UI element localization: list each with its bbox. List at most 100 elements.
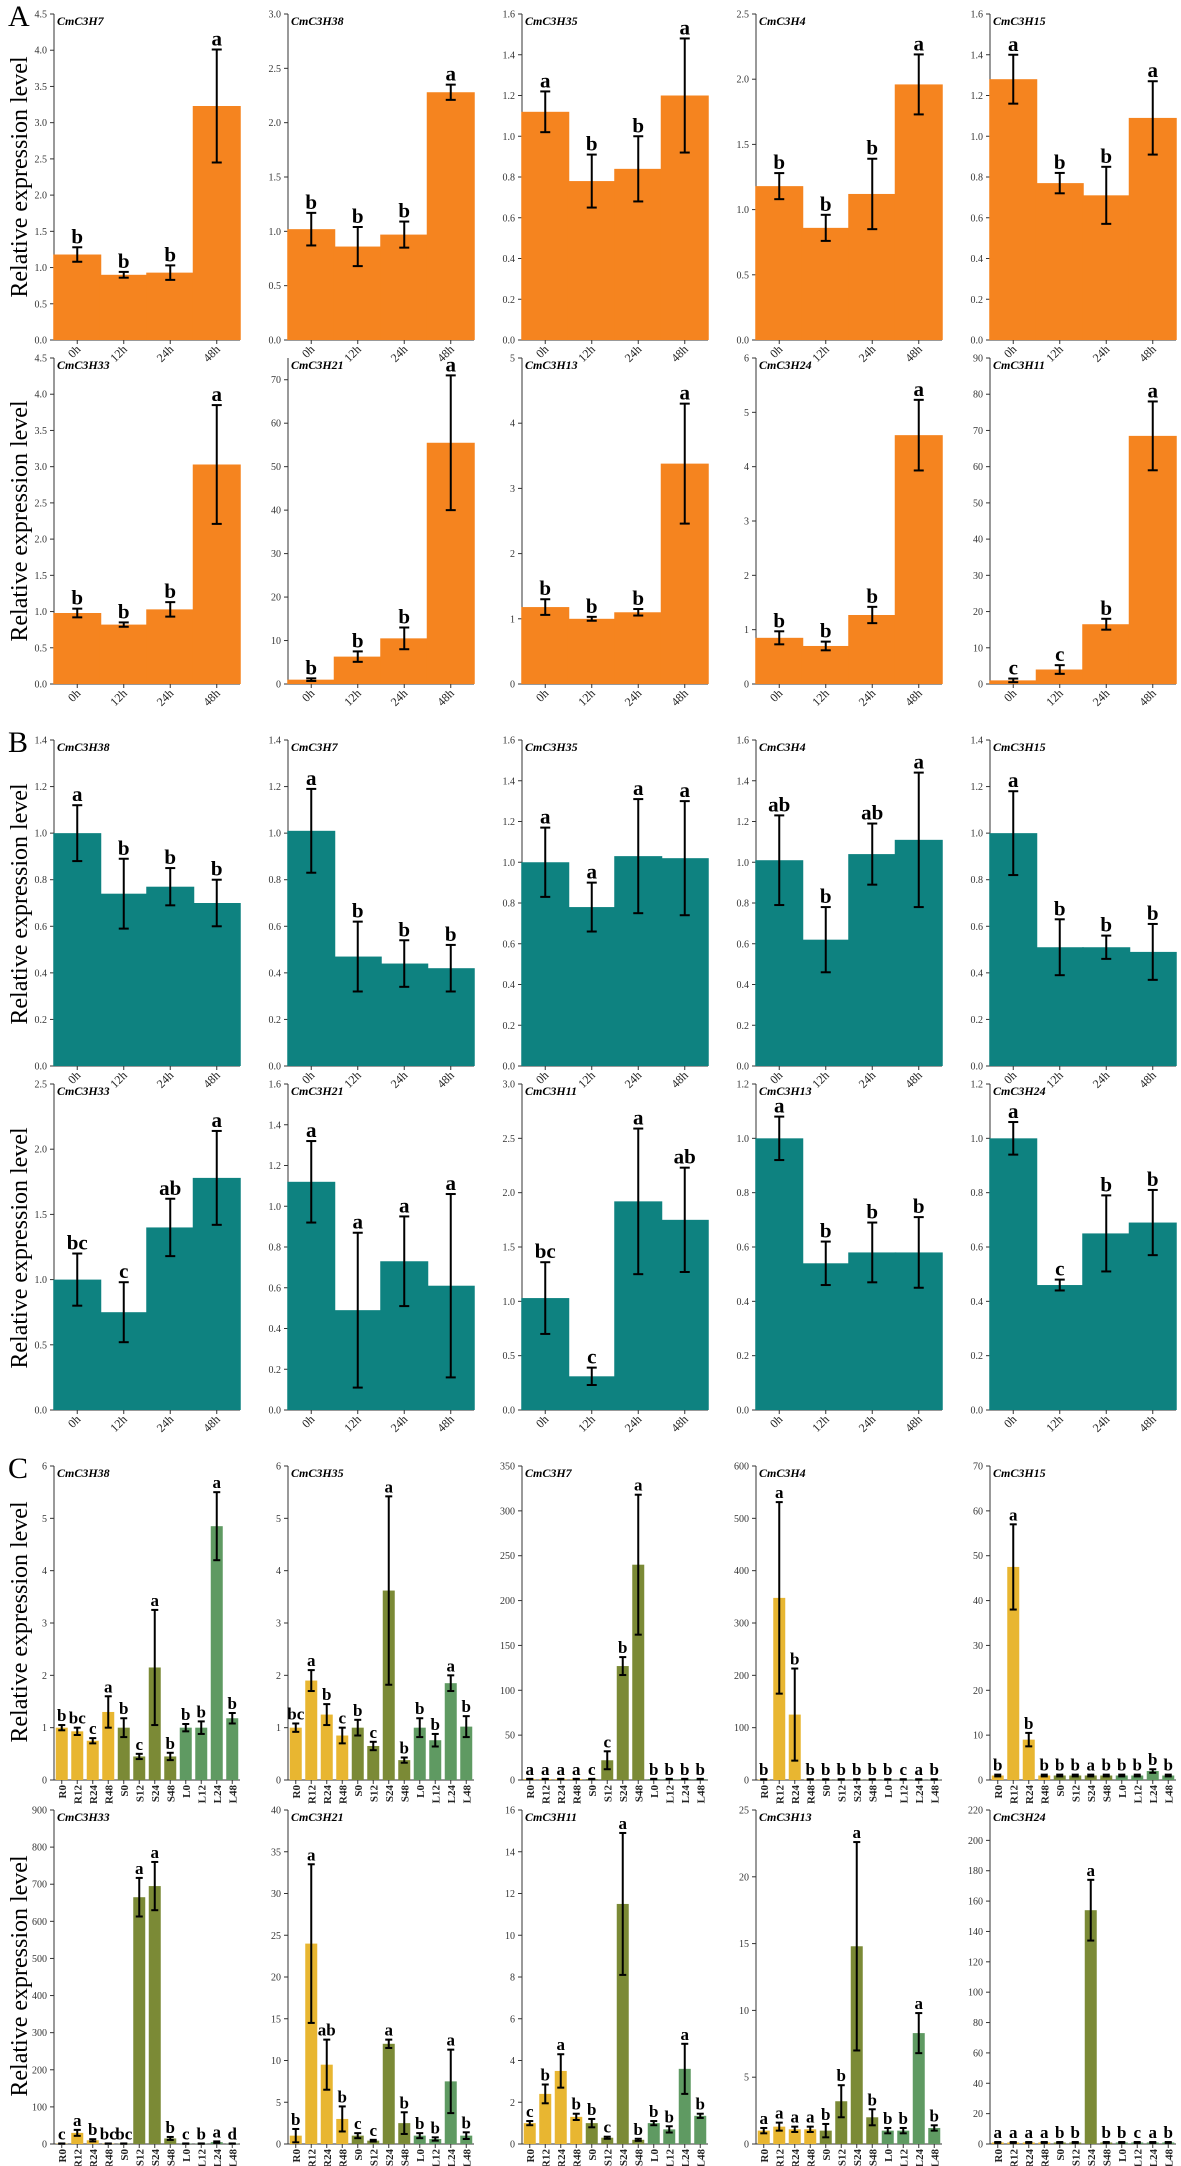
significance-letter: b — [119, 1699, 128, 1718]
significance-letter: b — [868, 2090, 877, 2109]
y-tick-label: 80 — [973, 2018, 983, 2029]
significance-letter: a — [447, 1656, 456, 1675]
y-tick-label: 3.0 — [269, 10, 282, 21]
x-tick-label: L24 — [680, 1785, 692, 1804]
x-tick-label: L12 — [196, 2149, 208, 2166]
y-tick-label: 0.8 — [503, 173, 516, 184]
y-tick-label: 0 — [510, 2140, 515, 2151]
significance-letter: b — [71, 224, 83, 248]
significance-letter: a — [399, 1193, 410, 1217]
chart-A-CmC3H21: 0 10 20 30 40 50 60 70 CmC3H21 b 0h b 12h b 24h a 48h — [271, 352, 475, 709]
bar — [320, 1714, 333, 1780]
y-tick-label: 90 — [973, 354, 983, 365]
y-tick-label: 800 — [32, 1843, 47, 1854]
bar — [570, 2116, 583, 2144]
y-tick-label: 1.0 — [35, 263, 48, 274]
y-tick-label: 6 — [276, 1462, 281, 1473]
y-tick-label: 0.8 — [737, 899, 750, 910]
chart-B-CmC3H15: 0.00.20.40.60.81.01.21.4 CmC3H15a0hb12hb2… — [971, 736, 1177, 1091]
x-tick-label: 12h — [341, 1068, 364, 1091]
x-tick-label: L24 — [914, 2149, 926, 2166]
bar — [804, 2129, 817, 2144]
bar — [146, 886, 195, 1066]
y-tick-label: 3.0 — [503, 1080, 516, 1091]
chart-A-CmC3H35: 0.00.20.40.60.81.01.21.41.6 CmC3H35a0hb12… — [503, 10, 709, 365]
significance-letter: a — [385, 1477, 394, 1496]
significance-letter: a — [775, 2104, 784, 2123]
y-tick-label: 0.0 — [971, 1062, 984, 1073]
chart-A-CmC3H11: 0 10 20 30 40 50 60 70 80 90 CmC3H11 c 0h c 12h b 24h a 48… — [973, 354, 1177, 709]
x-tick-label: S12 — [602, 1785, 614, 1803]
significance-letter: ab — [674, 1145, 696, 1169]
y-tick-label: 2.5 — [737, 10, 750, 21]
x-tick-label: L0 — [181, 2149, 193, 2162]
significance-letter: c — [1055, 1257, 1064, 1281]
x-tick-label: 48h — [668, 1068, 691, 1091]
y-tick-label: 180 — [968, 1866, 983, 1877]
x-tick-label: R48 — [337, 1785, 349, 1804]
y-tick-label: 4 — [510, 419, 515, 430]
y-tick-label: 0.4 — [971, 1297, 984, 1308]
x-tick-label: S48 — [1101, 1785, 1113, 1803]
significance-letter: b — [820, 1219, 832, 1243]
y-tick-label: 3.0 — [35, 118, 48, 129]
x-tick-label: L48 — [227, 2149, 239, 2166]
y-tick-label: 40 — [973, 2079, 983, 2090]
bar — [1035, 183, 1084, 340]
x-tick-label: 0h — [767, 1412, 785, 1430]
chart-A-CmC3H15: 0.00.20.40.60.81.01.21.41.6 CmC3H15a0hb12… — [971, 10, 1177, 365]
bar — [801, 1263, 850, 1410]
x-tick-label: S24 — [618, 1785, 630, 1803]
x-tick-label: S0 — [821, 2149, 833, 2161]
significance-letter: a — [680, 778, 691, 802]
significance-letter: a — [634, 1476, 643, 1495]
y-tick-label: 0.4 — [503, 254, 516, 265]
significance-letter: b — [228, 1694, 237, 1713]
bar — [146, 272, 195, 340]
y-tick-label: 1.0 — [269, 1202, 282, 1213]
x-tick-label: S0 — [119, 2149, 131, 2161]
gene-title: CmC3H21 — [291, 1810, 344, 1824]
significance-letter: c — [526, 2102, 534, 2121]
chart-B-CmC3H21: 0.0 0.2 0.4 0.6 0.8 1.0 1.2 1.4 1.6 CmC3H21 a 0h a 12… — [269, 1080, 475, 1435]
significance-letter: c — [119, 1259, 128, 1283]
y-tick-label: 0.0 — [35, 680, 48, 691]
x-tick-label: 24h — [1090, 342, 1113, 365]
y-tick-label: 100 — [32, 2102, 47, 2113]
bar — [755, 186, 804, 340]
x-tick-label: 12h — [575, 1068, 598, 1091]
significance-letter: b — [1117, 2123, 1126, 2142]
y-tick-label: 5 — [276, 1514, 281, 1525]
x-tick-label: R24 — [556, 1785, 568, 1804]
x-tick-label: 48h — [434, 1412, 457, 1435]
x-tick-label: 12h — [1043, 342, 1066, 365]
x-tick-label: S48 — [1101, 2149, 1113, 2166]
bar — [1053, 1775, 1066, 1780]
x-tick-label: L12 — [1132, 1785, 1144, 1804]
y-tick-label: 500 — [734, 1514, 749, 1525]
x-tick-label: R24 — [790, 2149, 802, 2166]
y-tick-label: 600 — [734, 1462, 749, 1473]
y-tick-label: 140 — [968, 1927, 983, 1938]
y-tick-label: 40 — [973, 535, 983, 546]
x-tick-label: S0 — [353, 2149, 365, 2161]
y-tick-label: 0.0 — [737, 1062, 750, 1073]
bar — [117, 1727, 130, 1780]
y-tick-label: 1.6 — [971, 10, 984, 21]
y-tick-label: 0.6 — [737, 1243, 750, 1254]
x-tick-label: S24 — [852, 1785, 864, 1803]
bar — [380, 234, 429, 340]
bar — [1115, 1775, 1128, 1780]
y-tick-label: 0.2 — [737, 1021, 750, 1032]
x-tick-label: S48 — [633, 2149, 645, 2166]
y-tick-label: 0.8 — [35, 875, 48, 886]
gene-title: CmC3H21 — [291, 1084, 344, 1098]
significance-letter: a — [994, 2123, 1003, 2142]
bar — [164, 1756, 177, 1780]
significance-letter: a — [212, 1108, 223, 1132]
y-tick-label: 70 — [973, 426, 983, 437]
significance-letter: b — [913, 1194, 925, 1218]
x-tick-label: S12 — [368, 1785, 380, 1803]
chart-C-CmC3H38: 0 1 2 3 4 5 6 CmC3H38 b R0 bc R12 c R24 a R48 b S0 c S12 a S2… — [42, 1462, 240, 1804]
bar — [55, 1727, 68, 1780]
